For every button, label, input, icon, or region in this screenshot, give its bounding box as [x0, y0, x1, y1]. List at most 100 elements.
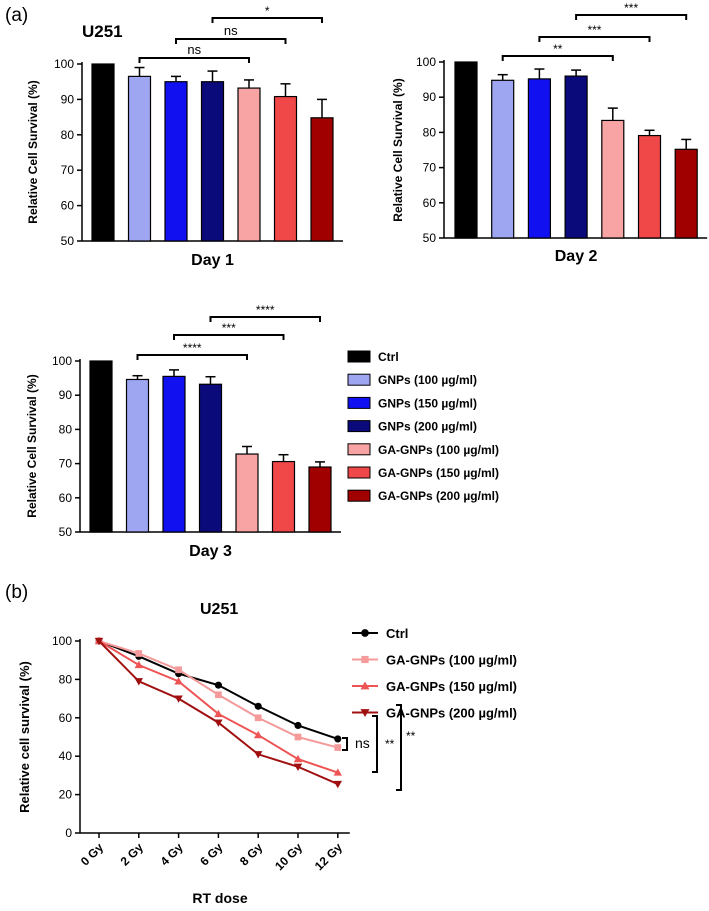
significance-bracket: [173, 334, 285, 340]
y-tick-label: 60: [59, 711, 73, 725]
bar-ga150: [637, 134, 662, 239]
data-point: [214, 719, 223, 727]
legend-swatch-gnp200: [347, 420, 371, 433]
data-point: [333, 768, 342, 776]
significance-label: ***: [222, 321, 236, 335]
y-tick-label: 70: [61, 163, 75, 177]
y-tick-label: 90: [61, 92, 75, 106]
significance-bracket: [342, 737, 348, 751]
data-point: [334, 735, 342, 743]
bar-ga100: [235, 453, 259, 533]
data-point: [254, 702, 262, 710]
legend-label: GA-GNPs (100 µg/ml): [386, 653, 517, 668]
y-tick-label: 90: [423, 90, 437, 104]
data-point: [293, 754, 303, 763]
bar-gnp150: [164, 81, 188, 242]
legend-a: Ctrl GNPs (100 µg/ml) GNPs (150 µg/ml) GNPs…: [347, 350, 499, 503]
x-tick-label: 6 Gy: [197, 840, 226, 869]
significance-label: ***: [587, 23, 601, 37]
significance-bracket: [138, 57, 250, 63]
bar-gnp100: [491, 79, 515, 239]
x-axis-label: Day 2: [555, 248, 598, 265]
data-point: [174, 695, 183, 703]
legend-label: GA-GNPs (200 µg/ml): [378, 489, 499, 503]
data-point: [361, 655, 369, 664]
y-axis-label: Relative Cell Survival (%): [25, 374, 39, 517]
legend-label: GNPs (150 µg/ml): [378, 396, 477, 410]
chart-day2: Relative Cell Survival (%) 50 60 70 80 90 100 *…: [391, 1, 708, 265]
data-point: [254, 714, 262, 722]
bar-ga200: [674, 148, 698, 239]
y-tick-label: 100: [52, 634, 72, 648]
y-tick-label: 100: [52, 354, 72, 368]
legend-label: GA-GNPs (150 µg/ml): [386, 679, 517, 694]
legend-label: GA-GNPs (100 µg/ml): [378, 443, 499, 457]
legend-label: GA-GNPs (200 µg/ml): [386, 706, 517, 721]
significance-bracket: [136, 354, 248, 360]
x-tick-label: 4 Gy: [157, 840, 186, 869]
significance-bracket: [501, 55, 614, 61]
data-point: [360, 709, 370, 717]
y-tick-label: 60: [61, 199, 75, 213]
significance-label: ns: [224, 23, 238, 38]
significance-label: *: [265, 4, 270, 18]
x-axis-label: RT dose: [192, 890, 247, 906]
legend-swatch-gnp150: [347, 396, 371, 409]
legend-swatch-ga150: [347, 466, 371, 479]
data-point: [361, 629, 369, 637]
bar-gnp150: [527, 78, 552, 239]
data-point: [214, 681, 222, 689]
significance-label: **: [406, 729, 416, 743]
y-axis-label: Relative cell survival (%): [17, 661, 32, 813]
significance-label: ****: [183, 341, 202, 355]
bar-gnp100: [125, 378, 150, 533]
y-tick-label: 0: [65, 826, 72, 840]
series-line-2: [98, 640, 339, 774]
x-axis-label: Day 1: [191, 252, 234, 269]
data-point: [174, 677, 183, 685]
x-tick-label: 10 Gy: [272, 840, 305, 873]
significance-bracket: [211, 17, 323, 23]
significance-bracket: [209, 316, 321, 322]
bar-gnp200: [200, 81, 225, 242]
bar-gnp200: [564, 75, 588, 239]
legend-label: GNPs (200 µg/ml): [378, 420, 477, 434]
significance-bracket: [396, 704, 402, 791]
data-point: [334, 744, 342, 751]
bar-ctrl: [454, 61, 478, 239]
chart-day1: U251 Relative Cell Survival (%) 50 60 70 80 90…: [26, 4, 343, 269]
data-point: [254, 730, 263, 739]
significance-label: ****: [256, 303, 275, 317]
y-tick-label: 80: [59, 422, 73, 436]
legend-label: GNPs (100 µg/ml): [378, 373, 477, 387]
data-point: [134, 660, 143, 669]
y-tick-label: 60: [59, 491, 73, 505]
bar-ctrl: [91, 63, 115, 242]
y-tick-label: 50: [423, 231, 437, 245]
bar-ga200: [310, 117, 334, 242]
significance-label: ***: [624, 1, 638, 15]
y-axis-label: Relative Cell Survival (%): [26, 80, 40, 223]
x-tick-label: 8 Gy: [237, 840, 266, 869]
panel-label-b: (b): [5, 582, 28, 603]
significance-bracket: [575, 14, 688, 20]
y-tick-label: 50: [59, 525, 73, 539]
legend-swatch-ga200: [347, 489, 371, 502]
y-tick-label: 80: [61, 128, 75, 142]
data-point: [94, 637, 104, 646]
chart-rt-dose: U251 Relative cell survival (%) 0 20 40 60 80 1…: [17, 601, 517, 906]
y-tick-label: 80: [423, 125, 437, 139]
y-axis-label: Relative Cell Survival (%): [391, 78, 405, 221]
y-tick-label: 40: [59, 749, 73, 763]
data-point: [294, 733, 302, 741]
significance-label: **: [553, 42, 563, 56]
legend-label: GA-GNPs (150 µg/ml): [378, 466, 499, 480]
bar-gnp200: [198, 383, 223, 533]
x-tick-label: 0 Gy: [78, 840, 107, 869]
chart-day3: Relative Cell Survival (%) 50 60 70 80 90 100 *…: [25, 303, 341, 560]
x-axis-label: Day 3: [189, 543, 232, 560]
significance-label: ns: [187, 42, 201, 57]
y-tick-label: 60: [423, 196, 437, 210]
data-point: [360, 681, 370, 690]
